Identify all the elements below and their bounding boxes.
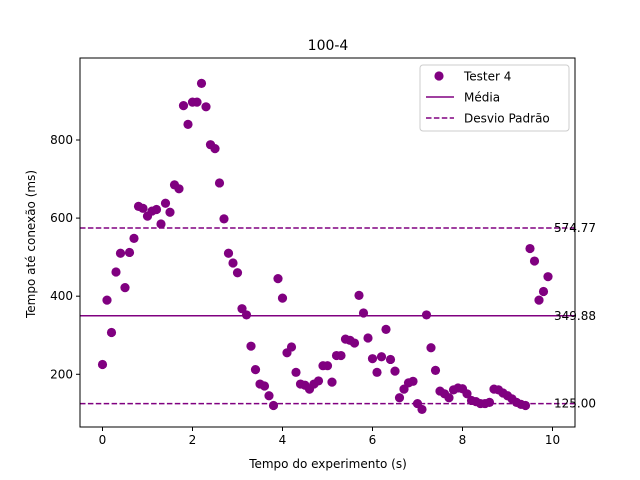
data-point: [102, 295, 112, 305]
data-point: [417, 404, 427, 415]
data-point: [129, 233, 139, 243]
data-point: [430, 365, 441, 375]
data-point: [111, 267, 121, 277]
data-point: [408, 376, 418, 386]
data-point: [313, 376, 324, 386]
data-point: [250, 365, 261, 375]
data-point: [385, 354, 396, 365]
data-point: [228, 258, 238, 268]
data-point: [543, 272, 553, 282]
y-tick-label: 400: [50, 289, 73, 303]
data-point: [97, 359, 108, 370]
data-point: [534, 295, 544, 305]
reference-labels: 349.88 574.77 125.00: [554, 221, 596, 411]
chart-title: 100-4: [308, 38, 349, 54]
data-point: [322, 361, 333, 371]
legend: Tester 4 Média Desvio Padrão: [419, 64, 570, 132]
data-point: [372, 367, 382, 377]
data-point: [115, 248, 126, 258]
reference-line-label: 125.00: [554, 397, 596, 411]
y-tick-label: 200: [50, 367, 73, 381]
data-point: [124, 247, 135, 258]
data-point: [367, 354, 378, 364]
data-point: [538, 286, 549, 297]
data-point: [183, 119, 193, 129]
data-point: [246, 341, 256, 351]
data-point: [201, 102, 211, 112]
data-point: [174, 184, 184, 194]
data-point: [421, 310, 432, 320]
data-point: [390, 366, 400, 376]
x-tick-label: 6: [369, 433, 377, 447]
data-point: [291, 367, 301, 377]
reference-line-label: 349.88: [554, 309, 596, 323]
data-point: [232, 268, 243, 278]
x-tick-label: 10: [545, 433, 560, 447]
legend-label: Média: [464, 91, 500, 105]
data-point: [219, 214, 229, 224]
data-point: [210, 143, 220, 154]
legend-marker: [434, 71, 444, 81]
y-tick-label: 600: [50, 211, 73, 225]
data-point: [444, 393, 454, 403]
x-tick-label: 0: [99, 433, 107, 447]
data-point: [462, 389, 472, 399]
x-axis-label: Tempo do experimento (s): [248, 457, 407, 471]
axes-frame: [79, 57, 576, 428]
data-point: [484, 397, 495, 407]
data-point: [529, 256, 540, 266]
data-point: [273, 274, 283, 284]
data-point: [426, 343, 436, 353]
data-point: [160, 198, 171, 208]
data-point: [354, 290, 364, 301]
data-point: [165, 207, 175, 217]
data-point: [349, 338, 360, 348]
y-axis-label: Tempo até conexão (ms): [24, 170, 38, 319]
data-point: [394, 393, 405, 403]
x-tick-label: 8: [459, 433, 467, 447]
data-point: [358, 308, 369, 318]
data-point: [268, 400, 279, 411]
x-tick-label: 2: [189, 433, 197, 447]
data-point: [241, 310, 252, 320]
data-point: [286, 342, 297, 352]
data-point: [223, 248, 234, 258]
data-point: [363, 333, 373, 343]
legend-label: Desvio Padrão: [464, 112, 550, 126]
data-point: [264, 391, 274, 401]
data-point: [178, 101, 189, 111]
data-point: [525, 243, 535, 254]
data-point: [327, 377, 337, 387]
data-point: [120, 283, 130, 293]
reference-line-label: 574.77: [554, 221, 596, 235]
data-point: [151, 204, 162, 215]
data-point: [196, 78, 207, 88]
data-point: [192, 97, 202, 107]
data-point: [277, 293, 288, 303]
data-point: [376, 352, 387, 362]
legend-label: Tester 4: [463, 70, 511, 84]
data-point: [520, 400, 531, 411]
data-point: [336, 350, 346, 361]
data-point: [381, 324, 391, 334]
data-point: [156, 219, 166, 229]
data-point: [259, 381, 270, 391]
y-tick-label: 800: [50, 133, 73, 147]
axes: 0 2 4 6 8 10 200 400 600 800: [50, 57, 576, 447]
data-point: [214, 178, 225, 188]
data-point: [106, 327, 117, 338]
x-tick-label: 4: [279, 433, 287, 447]
data-point: [138, 203, 148, 213]
data-points: [97, 78, 553, 415]
legend-box: [419, 64, 570, 132]
